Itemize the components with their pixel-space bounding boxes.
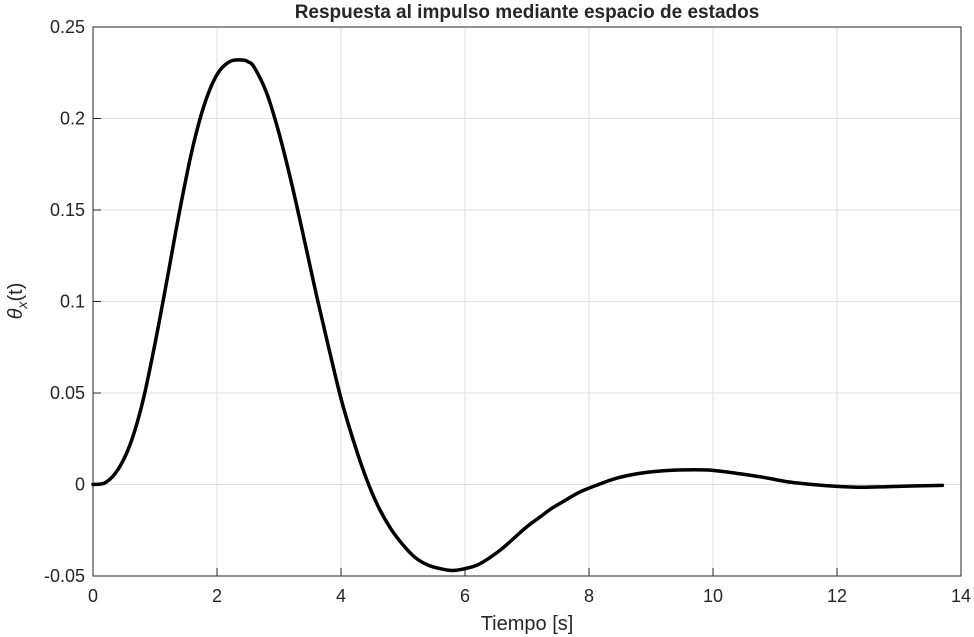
x-tick-label: 0 — [88, 586, 98, 606]
x-tick-label: 12 — [827, 586, 847, 606]
y-tick-label: 0.2 — [60, 109, 85, 129]
x-axis-label: Tiempo [s] — [481, 613, 574, 635]
y-tick-label: 0.05 — [50, 383, 85, 403]
y-axis-label-suffix: (t) — [5, 283, 27, 302]
y-tick-label: 0 — [75, 475, 85, 495]
y-tick-label: 0.15 — [50, 200, 85, 220]
y-axis-label-base: θ — [5, 308, 27, 319]
y-axis-label: θx(t) — [5, 283, 30, 320]
x-tick-label: 6 — [460, 586, 470, 606]
y-tick-label: 0.1 — [60, 292, 85, 312]
x-tick-label: 2 — [212, 586, 222, 606]
y-tick-label: -0.05 — [44, 566, 85, 586]
x-tick-label: 10 — [703, 586, 723, 606]
chart-title: Respuesta al impulso mediante espacio de… — [295, 2, 760, 23]
x-tick-label: 4 — [336, 586, 346, 606]
x-tick-label: 14 — [951, 586, 971, 606]
y-tick-label: 0.25 — [50, 17, 85, 37]
y-axis-label-sub: x — [14, 301, 30, 310]
x-tick-label: 8 — [584, 586, 594, 606]
series-line — [91, 58, 945, 573]
grid — [92, 26, 962, 577]
series-layer — [91, 58, 945, 573]
